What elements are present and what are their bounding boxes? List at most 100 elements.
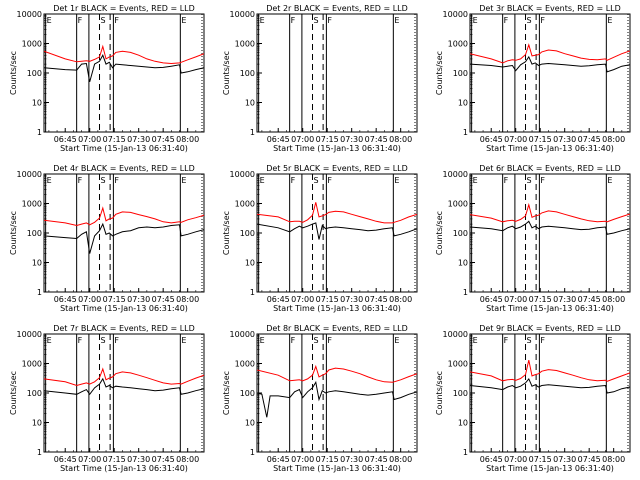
y-axis-label: Counts/sec xyxy=(222,211,231,255)
y-axis-label: Counts/sec xyxy=(435,211,444,255)
series-events-line xyxy=(470,55,630,73)
y-tick-label: 100 xyxy=(240,229,255,238)
x-tick-label: 07:45 xyxy=(578,135,601,144)
y-tick-label: 10 xyxy=(245,99,255,108)
series-events-line xyxy=(470,220,630,235)
x-tick-label: 06:45 xyxy=(480,455,503,464)
panel-det-4: Det 4r BLACK = Events, RED = LLD 1 10 100 10… xyxy=(9,164,205,313)
marker-label: E xyxy=(394,16,399,25)
series-lld-line xyxy=(44,367,204,387)
panel-det-9: Det 9r BLACK = Events, RED = LLD 1 10 100 10… xyxy=(435,324,631,473)
x-tick-label: 07:30 xyxy=(340,295,363,304)
marker-label: F xyxy=(540,16,545,25)
y-tick-label: 1000 xyxy=(22,40,42,49)
y-tick-label: 1000 xyxy=(448,40,468,49)
x-tick-label: 07:00 xyxy=(291,295,314,304)
marker-label: E xyxy=(394,336,399,345)
panel-det-2: Det 2r BLACK = Events, RED = LLD 1 10 100 10… xyxy=(222,4,418,153)
marker-label: F xyxy=(504,176,509,185)
y-tick-label: 10 xyxy=(245,259,255,268)
y-tick-label: 100 xyxy=(27,229,42,238)
x-tick-label: 07:30 xyxy=(553,135,576,144)
y-tick-label: 1000 xyxy=(448,200,468,209)
x-tick-label: 07:15 xyxy=(103,135,126,144)
y-tick-label: 1 xyxy=(37,448,42,457)
y-tick-label: 1000 xyxy=(235,360,255,369)
y-tick-label: 100 xyxy=(27,69,42,78)
x-tick-label: 07:15 xyxy=(316,455,339,464)
panel-title: Det 8r BLACK = Events, RED = LLD xyxy=(266,324,408,333)
x-axis-label: Start Time (15-Jan-13 06:31:40) xyxy=(273,144,401,153)
marker-label: E xyxy=(260,336,265,345)
marker-label: E xyxy=(181,16,186,25)
series-lld-line xyxy=(470,359,630,382)
series-events-line xyxy=(44,222,204,254)
marker-label: E xyxy=(394,176,399,185)
panel-title: Det 7r BLACK = Events, RED = LLD xyxy=(53,324,195,333)
y-tick-label: 1 xyxy=(463,288,468,297)
x-tick-label: 08:00 xyxy=(176,455,199,464)
y-tick-label: 100 xyxy=(240,69,255,78)
panel-det-6: Det 6r BLACK = Events, RED = LLD 1 10 100 10… xyxy=(435,164,631,313)
y-tick-label: 1000 xyxy=(235,200,255,209)
y-tick-label: 10000 xyxy=(443,170,468,179)
y-axis-label: Counts/sec xyxy=(435,371,444,415)
panel-title: Det 4r BLACK = Events, RED = LLD xyxy=(53,164,195,173)
marker-label: E xyxy=(260,176,265,185)
y-tick-label: 10000 xyxy=(443,10,468,19)
marker-label: F xyxy=(327,336,332,345)
series-events-line xyxy=(257,380,417,418)
x-tick-label: 07:30 xyxy=(127,295,150,304)
y-tick-label: 1 xyxy=(250,448,255,457)
marker-label: E xyxy=(473,16,478,25)
marker-label: E xyxy=(607,336,612,345)
series-lld-line xyxy=(470,202,630,223)
x-tick-label: 06:45 xyxy=(267,135,290,144)
panel-title: Det 9r BLACK = Events, RED = LLD xyxy=(479,324,621,333)
marker-label: S xyxy=(314,16,319,25)
panel-det-7: Det 7r BLACK = Events, RED = LLD 1 10 100 10… xyxy=(9,324,205,473)
x-tick-label: 06:45 xyxy=(267,295,290,304)
y-tick-label: 100 xyxy=(453,389,468,398)
y-tick-label: 10000 xyxy=(17,330,42,339)
marker-label: F xyxy=(540,336,545,345)
x-tick-label: 07:30 xyxy=(340,135,363,144)
x-tick-label: 08:00 xyxy=(389,295,412,304)
y-tick-label: 1000 xyxy=(22,200,42,209)
x-axis-label: Start Time (15-Jan-13 06:31:40) xyxy=(486,464,614,473)
y-tick-label: 10000 xyxy=(230,170,255,179)
marker-label: E xyxy=(47,176,52,185)
panel-title: Det 3r BLACK = Events, RED = LLD xyxy=(479,4,621,13)
y-tick-label: 100 xyxy=(453,229,468,238)
x-tick-label: 08:00 xyxy=(176,295,199,304)
y-tick-label: 1000 xyxy=(235,40,255,49)
marker-label: E xyxy=(47,336,52,345)
y-axis-label: Counts/sec xyxy=(9,371,18,415)
x-axis-label: Start Time (15-Jan-13 06:31:40) xyxy=(60,464,188,473)
y-axis-label: Counts/sec xyxy=(9,211,18,255)
marker-label: F xyxy=(78,176,83,185)
marker-label: F xyxy=(114,336,119,345)
panel-det-3: Det 3r BLACK = Events, RED = LLD 1 10 100 10… xyxy=(435,4,631,153)
marker-label: F xyxy=(291,16,296,25)
x-tick-label: 07:00 xyxy=(291,455,314,464)
series-lld-line xyxy=(257,202,417,224)
x-tick-label: 07:30 xyxy=(127,135,150,144)
x-axis-label: Start Time (15-Jan-13 06:31:40) xyxy=(273,464,401,473)
x-tick-label: 07:15 xyxy=(529,455,552,464)
x-tick-label: 06:45 xyxy=(480,295,503,304)
marker-label: S xyxy=(527,176,532,185)
x-tick-label: 07:00 xyxy=(504,135,527,144)
x-tick-label: 07:45 xyxy=(365,135,388,144)
y-tick-label: 10 xyxy=(32,99,42,108)
x-tick-label: 07:15 xyxy=(316,135,339,144)
x-tick-label: 06:45 xyxy=(267,455,290,464)
x-tick-label: 08:00 xyxy=(602,295,625,304)
y-tick-label: 1 xyxy=(463,128,468,137)
x-tick-label: 07:45 xyxy=(152,135,175,144)
series-events-line xyxy=(44,377,204,396)
y-tick-label: 1 xyxy=(37,128,42,137)
y-tick-label: 1000 xyxy=(22,360,42,369)
marker-label: F xyxy=(504,336,509,345)
x-tick-label: 07:30 xyxy=(553,455,576,464)
